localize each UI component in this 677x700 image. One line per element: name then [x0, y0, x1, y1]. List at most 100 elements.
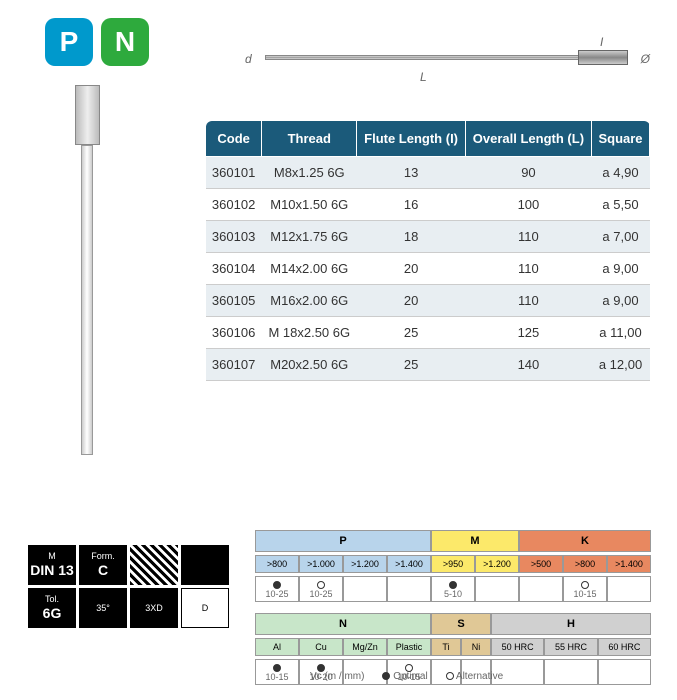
table-cell: 360101 — [206, 157, 262, 189]
table-cell: 360107 — [206, 349, 262, 381]
table-cell: 100 — [465, 189, 591, 221]
spec-badge — [181, 545, 229, 585]
legend-optimal: Optimal — [382, 671, 427, 682]
badge-n: N — [101, 18, 149, 66]
table-cell: a 12,00 — [592, 349, 650, 381]
table-row: 360104M14x2.00 6G20110a 9,00 — [206, 253, 650, 285]
tool-image — [75, 85, 100, 455]
table-row: 360106M 18x2.50 6G25125a 11,00 — [206, 317, 650, 349]
mat-sub: >1.000 — [299, 555, 343, 573]
table-cell: 20 — [357, 285, 466, 317]
mat-header: K — [519, 530, 651, 552]
mat-val — [598, 659, 651, 685]
mat-sub: >1.200 — [343, 555, 387, 573]
mat-sub: >1.400 — [387, 555, 431, 573]
badge-p: P — [45, 18, 93, 66]
dim-o: Ø — [641, 52, 650, 66]
mat-val — [544, 659, 597, 685]
spec-badge — [130, 545, 178, 585]
mat-val: 10-15 — [255, 659, 299, 685]
table-cell: 110 — [465, 221, 591, 253]
table-cell: a 4,90 — [592, 157, 650, 189]
mat-sub: Ni — [461, 638, 491, 656]
table-cell: 360105 — [206, 285, 262, 317]
table-row: 360103M12x1.75 6G18110a 7,00 — [206, 221, 650, 253]
mat-sub: >800 — [255, 555, 299, 573]
mat-val — [387, 576, 431, 602]
table-cell: 360104 — [206, 253, 262, 285]
table-row: 360101M8x1.25 6G1390a 4,90 — [206, 157, 650, 189]
mat-sub: Cu — [299, 638, 343, 656]
col-header: Flute Length (I) — [357, 121, 466, 157]
mat-header: H — [491, 613, 651, 635]
mat-val: 5-10 — [431, 576, 475, 602]
table-cell: 18 — [357, 221, 466, 253]
legend-vc: Vc (m / mm) — [310, 671, 364, 682]
mat-val — [475, 576, 519, 602]
mat-sub: 50 HRC — [491, 638, 544, 656]
spec-badge: Form.C — [79, 545, 127, 585]
mat-val: 10-25 — [255, 576, 299, 602]
dim-L: L — [420, 70, 427, 84]
table-cell: M16x2.00 6G — [262, 285, 357, 317]
mat-sub: 60 HRC — [598, 638, 651, 656]
table-cell: M8x1.25 6G — [262, 157, 357, 189]
mat-sub: 55 HRC — [544, 638, 597, 656]
mat-header: P — [255, 530, 431, 552]
mat-sub: Plastic — [387, 638, 431, 656]
mat-sub: Ti — [431, 638, 461, 656]
mat-val: 10-25 — [299, 576, 343, 602]
table-cell: 360103 — [206, 221, 262, 253]
dim-d: d — [245, 52, 252, 66]
table-cell: 360102 — [206, 189, 262, 221]
tool-diagram: d Ø L I — [230, 30, 650, 90]
mat-sub: Mg/Zn — [343, 638, 387, 656]
table-cell: 90 — [465, 157, 591, 189]
table-cell: 140 — [465, 349, 591, 381]
table-cell: 110 — [465, 285, 591, 317]
mat-sub: >800 — [563, 555, 607, 573]
spec-table: CodeThreadFlute Length (I)Overall Length… — [205, 120, 650, 381]
col-header: Overall Length (L) — [465, 121, 591, 157]
col-header: Code — [206, 121, 262, 157]
spec-badge: D — [181, 588, 229, 628]
table-cell: 125 — [465, 317, 591, 349]
table-cell: 13 — [357, 157, 466, 189]
col-header: Thread — [262, 121, 357, 157]
table-row: 360105M16x2.00 6G20110a 9,00 — [206, 285, 650, 317]
table-cell: a 5,50 — [592, 189, 650, 221]
mat-val: 10-15 — [563, 576, 607, 602]
table-cell: a 9,00 — [592, 285, 650, 317]
material-tables: PMK >800>1.000>1.200>1.400>950>1.200>500… — [255, 530, 650, 688]
table-cell: 20 — [357, 253, 466, 285]
mat-val — [519, 576, 563, 602]
legend-alternative: Alternative — [446, 671, 503, 682]
mat-header: N — [255, 613, 431, 635]
table-cell: 110 — [465, 253, 591, 285]
spec-badge: 35° — [79, 588, 127, 628]
mat-sub: >1.200 — [475, 555, 519, 573]
mat-header: M — [431, 530, 519, 552]
table-cell: 16 — [357, 189, 466, 221]
table-cell: M10x1.50 6G — [262, 189, 357, 221]
table-cell: 25 — [357, 317, 466, 349]
mat-sub: >950 — [431, 555, 475, 573]
mat-val — [607, 576, 651, 602]
table-cell: 360106 — [206, 317, 262, 349]
mat-sub: >1.400 — [607, 555, 651, 573]
spec-badge: Tol.6G — [28, 588, 76, 628]
legend: Vc (m / mm) Optimal Alternative — [310, 671, 503, 682]
mat-header: S — [431, 613, 491, 635]
col-header: Square — [592, 121, 650, 157]
mat-val — [343, 576, 387, 602]
dim-I: I — [600, 35, 603, 49]
table-cell: M20x2.50 6G — [262, 349, 357, 381]
table-cell: a 9,00 — [592, 253, 650, 285]
table-cell: M 18x2.50 6G — [262, 317, 357, 349]
table-cell: M14x2.00 6G — [262, 253, 357, 285]
table-cell: a 7,00 — [592, 221, 650, 253]
spec-badges: MDIN 13Form.CTol.6G35°3XDD — [28, 545, 238, 628]
spec-badge: 3XD — [130, 588, 178, 628]
table-row: 360107M20x2.50 6G25140a 12,00 — [206, 349, 650, 381]
spec-badge: MDIN 13 — [28, 545, 76, 585]
